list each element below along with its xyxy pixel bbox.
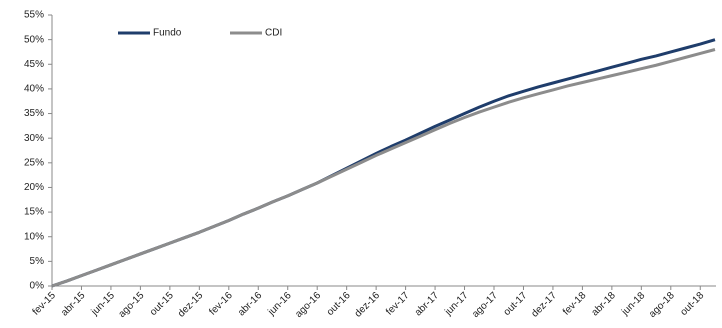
- x-tick-label: abr-17: [413, 290, 442, 319]
- x-tick-label: ago-17: [470, 290, 500, 320]
- x-tick-label: fev-18: [561, 290, 589, 318]
- y-tick-label: 45%: [24, 59, 44, 70]
- x-tick-label: dez-15: [176, 290, 206, 320]
- x-tick-label: out-15: [148, 290, 176, 318]
- y-tick-label: 25%: [24, 157, 44, 168]
- x-tick-label: fev-16: [207, 290, 235, 318]
- y-tick-label: 5%: [30, 256, 45, 267]
- x-tick-label: jun-15: [89, 290, 117, 318]
- x-tick-label: ago-15: [117, 290, 147, 320]
- legend-label: CDI: [265, 28, 282, 39]
- x-tick-label: abr-15: [59, 290, 88, 319]
- x-tick-label: ago-16: [293, 290, 323, 320]
- y-tick-label: 40%: [24, 84, 44, 95]
- legend-label: Fundo: [153, 28, 182, 39]
- x-tick-label: fev-15: [31, 290, 59, 318]
- x-tick-label: abr-16: [236, 290, 265, 319]
- y-tick-label: 55%: [24, 10, 44, 21]
- y-tick-label: 50%: [24, 34, 44, 45]
- x-tick-label: ago-18: [647, 290, 677, 320]
- y-tick-label: 35%: [24, 108, 44, 119]
- x-tick-label: dez-17: [530, 290, 560, 320]
- y-tick-label: 15%: [24, 207, 44, 218]
- x-tick-label: out-16: [325, 290, 353, 318]
- x-tick-label: jun-16: [266, 290, 294, 318]
- x-tick-label: out-17: [502, 290, 530, 318]
- y-tick-label: 0%: [30, 281, 45, 292]
- x-tick-label: jun-18: [619, 290, 647, 318]
- x-tick-label: dez-16: [353, 290, 383, 320]
- x-tick-label: fev-17: [384, 290, 412, 318]
- y-tick-label: 30%: [24, 133, 44, 144]
- y-tick-label: 10%: [24, 231, 44, 242]
- x-tick-label: jun-17: [442, 290, 470, 318]
- y-tick-label: 20%: [24, 182, 44, 193]
- series-line: [51, 48, 716, 288]
- x-tick-label: out-18: [678, 290, 706, 318]
- x-tick-label: abr-18: [590, 290, 619, 319]
